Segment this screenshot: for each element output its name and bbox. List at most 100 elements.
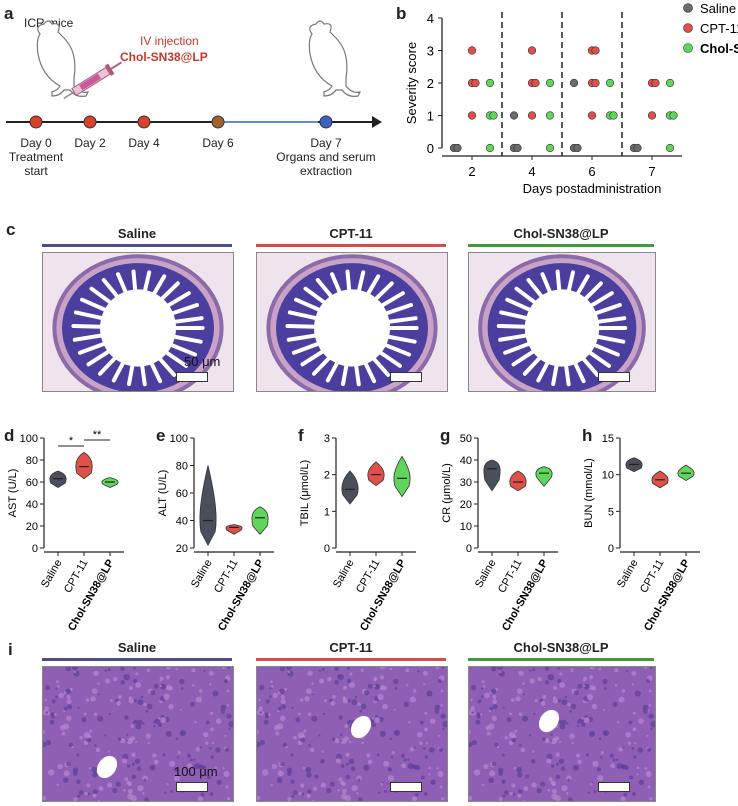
cell <box>88 730 92 733</box>
villus-gap <box>581 316 627 326</box>
histology-drawing <box>257 253 447 391</box>
cell <box>614 668 619 673</box>
y-tick-label: 100 <box>20 433 38 445</box>
data-point <box>665 143 675 153</box>
timeline-text: Day 0 <box>20 136 52 150</box>
image-title: CPT-11 <box>329 640 373 655</box>
cell <box>262 769 269 776</box>
cell <box>645 770 652 778</box>
cell <box>393 708 396 711</box>
cell <box>491 715 498 722</box>
cell <box>342 696 346 700</box>
cell <box>625 731 632 738</box>
cell <box>175 737 179 741</box>
villus-gap <box>86 341 123 367</box>
cell <box>567 778 571 782</box>
cell <box>123 788 126 792</box>
cell <box>591 703 598 710</box>
cell <box>438 747 443 752</box>
cell <box>597 767 602 772</box>
timeline-label: Day 2 <box>30 136 150 150</box>
intestine-histology-image <box>468 252 656 392</box>
x-tick-label: CPT-11 <box>212 558 241 596</box>
cell <box>441 667 445 669</box>
cell <box>345 752 350 758</box>
violin <box>509 470 527 492</box>
villus-gap <box>370 302 414 320</box>
cell <box>569 733 575 739</box>
cell <box>337 788 340 792</box>
cell <box>504 736 508 740</box>
cell <box>91 688 98 695</box>
cell <box>323 699 327 703</box>
cell <box>77 706 80 709</box>
panel-label-d: d <box>4 426 15 445</box>
cell <box>65 688 71 694</box>
y-tick-label: 2 <box>324 470 330 482</box>
cell <box>302 766 306 770</box>
cell <box>209 792 214 796</box>
cell <box>342 697 349 704</box>
cell <box>354 695 358 699</box>
cell <box>534 699 538 703</box>
cell <box>517 772 523 778</box>
villus-gap <box>71 324 118 330</box>
panel-label-c: c <box>6 220 16 239</box>
cell <box>533 712 536 716</box>
cell <box>210 711 214 715</box>
cell <box>145 709 149 713</box>
cell <box>117 737 122 741</box>
cell <box>552 696 556 700</box>
cell <box>97 799 100 801</box>
data-point <box>545 78 555 88</box>
cell <box>581 717 584 720</box>
cell <box>393 678 399 685</box>
data-point <box>605 78 615 88</box>
cell <box>77 794 81 798</box>
histology-drawing <box>469 667 655 801</box>
cell <box>63 706 68 711</box>
cell <box>593 790 597 793</box>
cell <box>66 695 71 699</box>
x-tick-label: 7 <box>648 164 655 179</box>
cell <box>346 678 352 683</box>
image-title: Chol-SN38@LP <box>513 226 609 241</box>
data-point <box>591 78 600 88</box>
cell <box>485 725 491 731</box>
cell <box>492 704 498 710</box>
cell <box>334 667 339 671</box>
cell <box>203 670 206 673</box>
cell <box>573 690 579 696</box>
cell <box>153 683 159 689</box>
cell <box>405 668 410 673</box>
cell <box>275 731 280 736</box>
syringe-icon <box>63 61 123 99</box>
cell <box>281 704 287 710</box>
cell <box>123 674 126 678</box>
cell <box>97 715 104 722</box>
cell <box>615 758 619 762</box>
cell <box>470 685 477 691</box>
central-vein <box>538 709 560 733</box>
cell <box>83 732 91 739</box>
scale-bar <box>390 372 422 382</box>
cell <box>357 702 361 707</box>
cell <box>436 767 439 770</box>
cell <box>348 758 355 764</box>
cell <box>214 766 218 770</box>
cell <box>197 796 204 801</box>
cell <box>501 779 506 784</box>
y-tick-label: 20 <box>26 521 38 533</box>
cell <box>66 715 72 722</box>
y-tick-label: 10 <box>460 521 472 533</box>
cell <box>408 721 411 724</box>
y-tick-label: 20 <box>460 499 472 511</box>
histology-drawing <box>43 253 233 391</box>
cell <box>51 699 56 704</box>
cell <box>68 742 74 748</box>
cell <box>602 678 608 685</box>
cell <box>494 742 499 748</box>
cell <box>471 739 478 746</box>
cell <box>135 681 142 688</box>
cell <box>179 678 185 685</box>
